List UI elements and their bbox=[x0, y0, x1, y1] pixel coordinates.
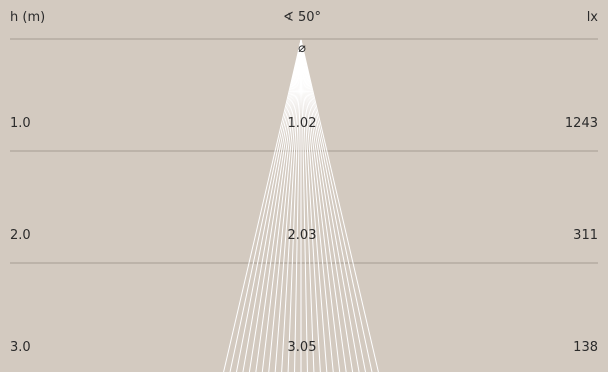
row-diameter: 2.03 bbox=[287, 228, 317, 243]
beam-ray bbox=[300, 39, 341, 372]
beam-rays bbox=[223, 39, 379, 372]
beam-ray bbox=[248, 39, 302, 372]
row-height: 1.0 bbox=[10, 116, 31, 131]
beam-ray bbox=[300, 39, 379, 372]
beam-ray bbox=[229, 39, 302, 372]
row-diameter: 1.02 bbox=[287, 116, 317, 131]
beam-ray bbox=[223, 39, 302, 372]
beam-ray bbox=[300, 39, 328, 372]
beam-ray bbox=[255, 39, 302, 372]
beam-ray bbox=[287, 39, 302, 372]
beam-ray bbox=[268, 39, 302, 372]
lux-column-header: lx bbox=[586, 10, 598, 25]
diameter-icon: ⌀ bbox=[298, 41, 306, 56]
beam-ray bbox=[300, 39, 367, 372]
row-lux: 1243 bbox=[564, 116, 598, 131]
row-lux: 138 bbox=[573, 340, 598, 355]
beam-ray bbox=[300, 39, 373, 372]
beam-ray bbox=[294, 39, 302, 372]
row-lux: 311 bbox=[573, 228, 598, 243]
row-height: 3.0 bbox=[10, 340, 31, 355]
beam-ray bbox=[300, 39, 334, 372]
row-diameter: 3.05 bbox=[287, 340, 317, 355]
beam-ray bbox=[300, 39, 354, 372]
beam-ray bbox=[300, 39, 308, 372]
beam-ray bbox=[281, 39, 302, 372]
beam-ray bbox=[300, 39, 347, 372]
beam-ray bbox=[300, 39, 315, 372]
beam-ray bbox=[261, 39, 302, 372]
beam-angle-label: ∢ 50° bbox=[282, 10, 322, 25]
beam-ray bbox=[242, 39, 302, 372]
row-height: 2.0 bbox=[10, 228, 31, 243]
beam-ray bbox=[300, 39, 360, 372]
beam-ray bbox=[300, 39, 321, 372]
beam-ray bbox=[235, 39, 302, 372]
height-column-header: h (m) bbox=[10, 10, 46, 25]
beam-ray bbox=[274, 39, 302, 372]
